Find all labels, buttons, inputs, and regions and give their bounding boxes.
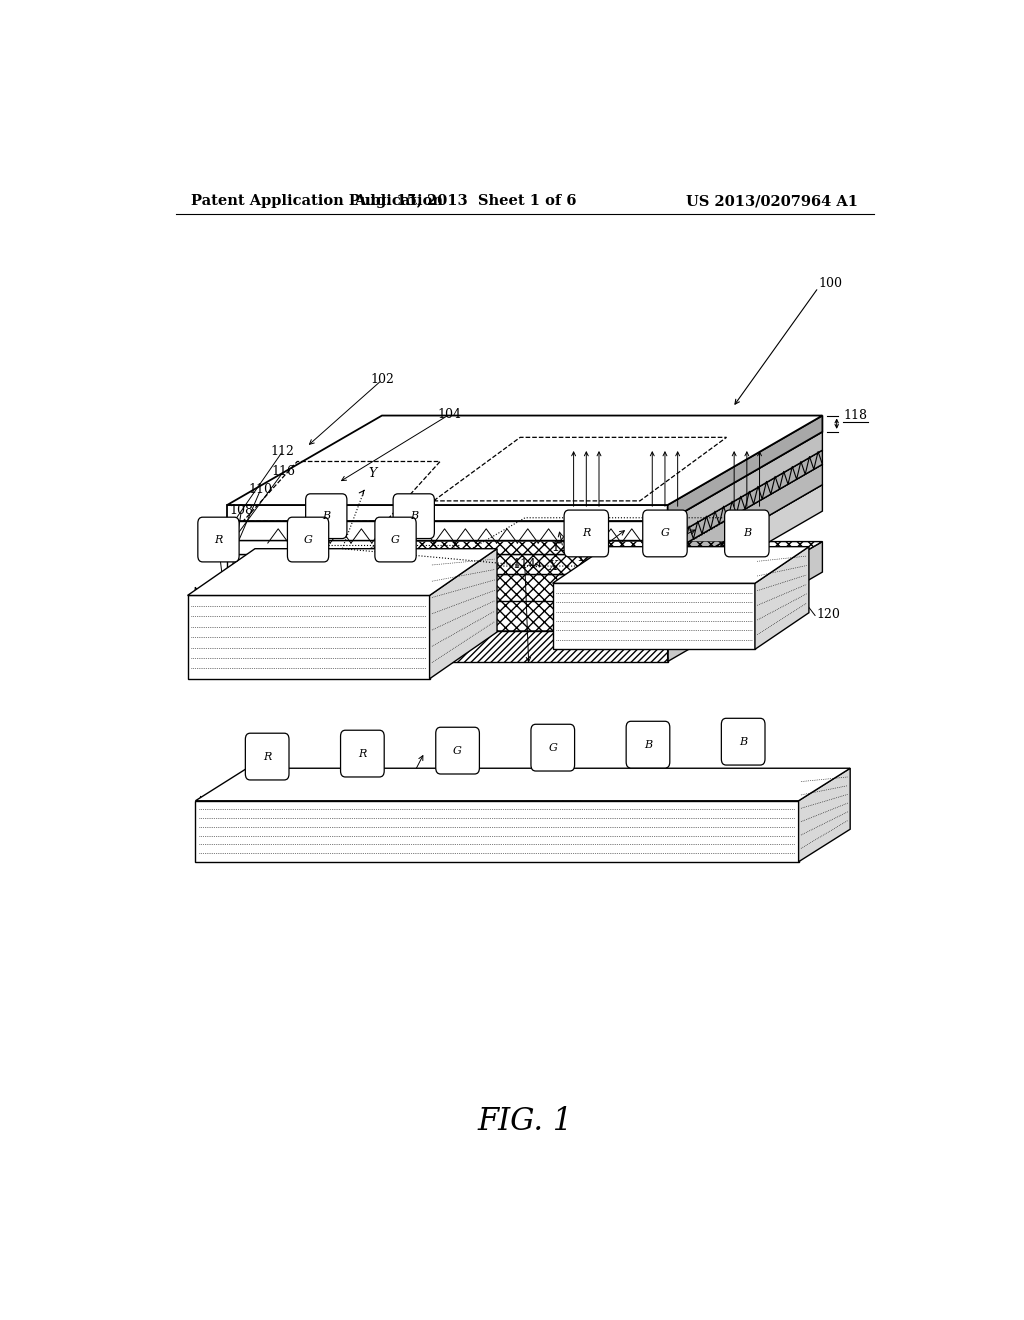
Polygon shape <box>227 574 668 601</box>
FancyBboxPatch shape <box>436 727 479 774</box>
Polygon shape <box>227 540 668 554</box>
Polygon shape <box>668 450 822 554</box>
Text: R: R <box>263 751 271 762</box>
Text: 110: 110 <box>249 483 272 496</box>
Text: B: B <box>742 528 751 539</box>
Polygon shape <box>227 554 668 574</box>
Text: B: B <box>739 737 748 747</box>
Text: 106: 106 <box>206 532 229 545</box>
Polygon shape <box>430 549 497 678</box>
Text: Y: Y <box>369 466 377 479</box>
Polygon shape <box>227 465 822 554</box>
FancyBboxPatch shape <box>341 730 384 777</box>
FancyBboxPatch shape <box>393 494 434 539</box>
FancyBboxPatch shape <box>721 718 765 766</box>
Text: 134: 134 <box>362 836 386 849</box>
FancyBboxPatch shape <box>643 510 687 557</box>
Polygon shape <box>227 521 668 540</box>
Polygon shape <box>227 506 668 521</box>
Text: R: R <box>214 535 222 545</box>
FancyBboxPatch shape <box>725 510 769 557</box>
Polygon shape <box>553 583 755 649</box>
Text: 136: 136 <box>640 808 664 821</box>
Polygon shape <box>227 432 822 521</box>
Polygon shape <box>196 801 799 862</box>
Text: 124: 124 <box>577 552 600 565</box>
Polygon shape <box>553 546 809 583</box>
Text: 118: 118 <box>843 409 867 422</box>
Text: 116: 116 <box>271 465 296 478</box>
Text: 130: 130 <box>559 797 583 810</box>
Text: 108: 108 <box>229 503 254 516</box>
Polygon shape <box>227 450 822 540</box>
Polygon shape <box>227 631 668 661</box>
Polygon shape <box>668 416 822 521</box>
Text: R: R <box>358 748 367 759</box>
Text: 128: 128 <box>194 605 218 618</box>
Polygon shape <box>668 465 822 574</box>
Text: FIG. 1: FIG. 1 <box>477 1106 572 1138</box>
Text: 112: 112 <box>270 445 295 458</box>
Text: G: G <box>304 535 312 545</box>
Text: 120: 120 <box>817 609 841 622</box>
Text: G: G <box>660 528 670 539</box>
Polygon shape <box>227 541 822 631</box>
Text: B: B <box>323 511 331 521</box>
Text: B: B <box>644 739 652 750</box>
Polygon shape <box>227 416 822 506</box>
Text: Patent Application Publication: Patent Application Publication <box>191 194 443 209</box>
Text: 114: 114 <box>513 558 537 572</box>
Text: 100: 100 <box>818 277 843 290</box>
FancyBboxPatch shape <box>246 733 289 780</box>
Text: B: B <box>410 511 418 521</box>
Text: G: G <box>454 746 462 755</box>
Text: Aug. 15, 2013  Sheet 1 of 6: Aug. 15, 2013 Sheet 1 of 6 <box>354 194 577 209</box>
FancyBboxPatch shape <box>531 725 574 771</box>
Polygon shape <box>668 541 822 661</box>
Text: 102: 102 <box>370 374 394 387</box>
FancyBboxPatch shape <box>198 517 239 562</box>
Text: 132: 132 <box>206 850 229 863</box>
Text: G: G <box>391 535 400 545</box>
Text: 122: 122 <box>551 541 574 554</box>
Polygon shape <box>187 595 430 678</box>
Text: 104: 104 <box>437 408 462 421</box>
FancyBboxPatch shape <box>626 721 670 768</box>
FancyBboxPatch shape <box>375 517 416 562</box>
Polygon shape <box>668 484 822 601</box>
FancyBboxPatch shape <box>288 517 329 562</box>
Text: R: R <box>582 528 591 539</box>
Polygon shape <box>668 432 822 540</box>
Text: X: X <box>549 561 557 573</box>
Text: G: G <box>548 743 557 752</box>
Polygon shape <box>755 546 809 649</box>
Polygon shape <box>799 768 850 862</box>
Polygon shape <box>187 549 497 595</box>
Polygon shape <box>196 768 850 801</box>
Text: 126: 126 <box>604 562 628 576</box>
Text: US 2013/0207964 A1: US 2013/0207964 A1 <box>686 194 858 209</box>
FancyBboxPatch shape <box>564 510 608 557</box>
Polygon shape <box>227 484 822 574</box>
FancyBboxPatch shape <box>305 494 347 539</box>
